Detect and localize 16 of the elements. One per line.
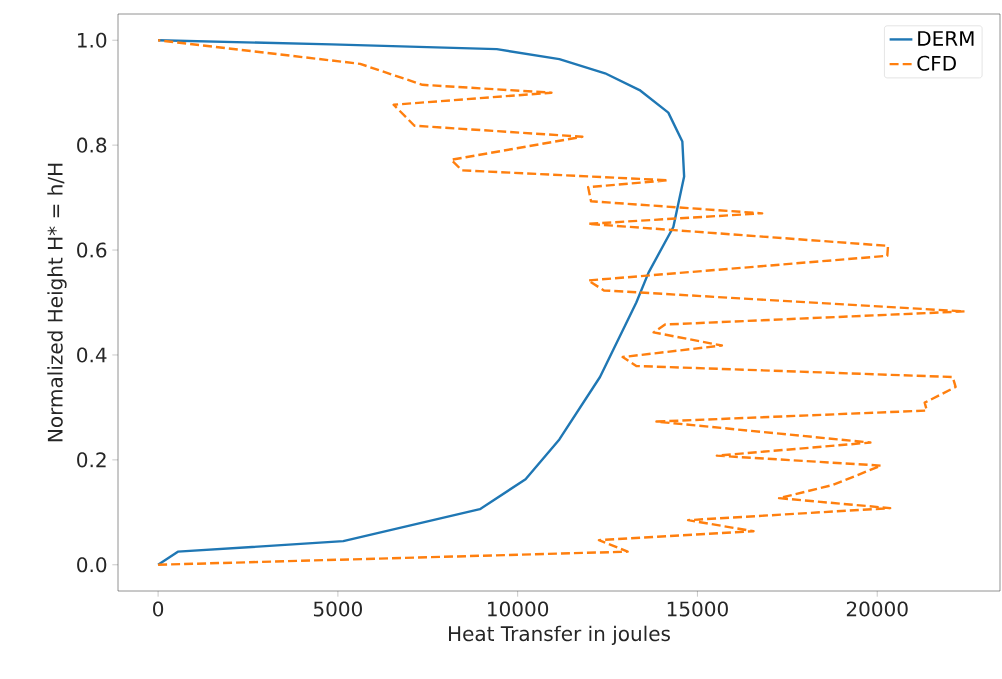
line-series: [156, 39, 686, 566]
x-axis-title: Heat Transfer in joules: [449, 625, 670, 646]
x-tick-label: 0: [153, 601, 164, 617]
legend-label: CFD: [917, 55, 956, 71]
y-axis-title: Normalized Height H* = h/H: [47, 163, 67, 442]
x-tick-label: 20000: [846, 601, 908, 617]
y-tick-label: 0.8: [77, 137, 107, 153]
y-tick-label: 0.6: [77, 242, 107, 258]
x-tick-label: 10000: [488, 601, 549, 617]
x-tick-label: 5000: [313, 601, 362, 617]
y-tick-label: 0.2: [77, 452, 106, 468]
y-tick-label: 0.0: [77, 557, 107, 573]
y-tick-label: 0.4: [77, 347, 107, 363]
x-tick-label: 15000: [667, 601, 728, 617]
y-tick-label: 1.0: [77, 32, 107, 48]
legend-label: DERM: [918, 31, 974, 46]
